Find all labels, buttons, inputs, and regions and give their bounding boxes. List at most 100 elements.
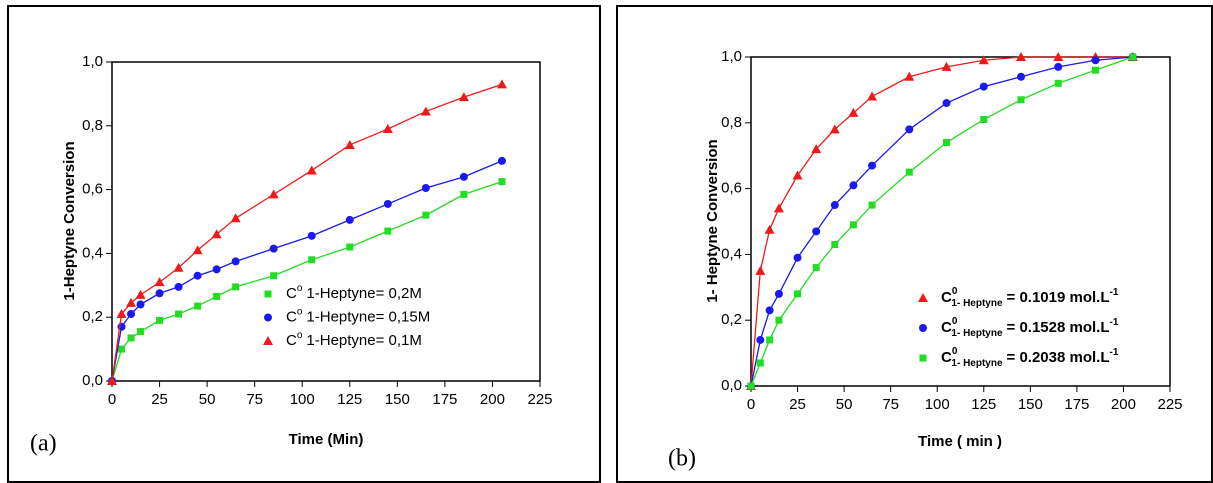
marker (173, 262, 184, 272)
marker (420, 106, 431, 116)
marker (268, 189, 279, 199)
marker (213, 292, 221, 300)
marker (1091, 56, 1100, 65)
x-tick-label: 225 (527, 391, 552, 408)
marker (775, 316, 783, 324)
x-tick-label: 150 (1018, 396, 1043, 413)
marker (496, 79, 507, 89)
marker (174, 282, 183, 291)
marker (155, 289, 164, 298)
marker (812, 264, 820, 272)
marker (747, 382, 755, 390)
y-tick-label: 1,0 (82, 53, 103, 70)
legend-text: 1-Heptyne= 0,1M (306, 332, 421, 349)
legend-sup: o (297, 330, 303, 341)
marker (904, 71, 915, 81)
legend-text: 1-Heptyne= 0,2M (306, 285, 421, 302)
marker (773, 203, 784, 213)
legend-swatch (263, 336, 273, 345)
marker (345, 215, 354, 224)
marker (978, 55, 989, 65)
legend-text: C (286, 332, 297, 349)
y-tick-label: 0,0 (82, 372, 103, 389)
y-tick-label: 0,4 (721, 245, 742, 262)
marker (422, 211, 430, 219)
y-tick-label: 0,6 (721, 180, 742, 197)
marker (107, 376, 117, 385)
y-tick-label: 0,8 (82, 117, 103, 134)
legend-sup: 0 (952, 346, 958, 357)
marker (1054, 79, 1062, 87)
panel-label: (a) (30, 431, 57, 457)
panel-label: (b) (668, 446, 696, 472)
marker (868, 201, 876, 209)
fit-line (750, 56, 1133, 387)
legend-text: = 0.1528 mol.L (1007, 319, 1110, 336)
marker (830, 201, 839, 210)
marker (382, 123, 393, 133)
y-tick-label: 1,0 (721, 48, 742, 65)
legend-sup: o (297, 306, 303, 317)
y-tick-label: 0,0 (721, 377, 742, 394)
marker (270, 272, 278, 280)
marker (194, 302, 202, 310)
legend-sub: 1- Heptyne (951, 298, 1003, 309)
marker (175, 310, 183, 318)
x-tick-label: 200 (480, 391, 505, 408)
x-tick-label: 0 (108, 391, 116, 408)
legend-text: = 0.1019 mol.L (1007, 289, 1110, 306)
marker (497, 156, 506, 165)
marker (498, 178, 506, 186)
marker (1053, 52, 1064, 61)
marker (156, 316, 164, 324)
x-tick-label: 75 (882, 396, 899, 413)
marker (118, 345, 126, 353)
marker (1129, 53, 1137, 61)
marker (943, 139, 951, 147)
y-tick-label: 0,8 (721, 114, 742, 131)
marker (1092, 66, 1100, 74)
legend-label: C0 1- Heptyne = 0.1019 mol.L-1 (941, 286, 1119, 309)
marker (269, 244, 278, 253)
legend-text: C (941, 289, 952, 306)
marker (829, 124, 840, 134)
x-tick-label: 125 (971, 396, 996, 413)
x-tick-label: 0 (747, 396, 755, 413)
x-tick-label: 50 (199, 391, 216, 408)
y-tick-label: 0,2 (721, 311, 742, 328)
marker (980, 116, 988, 124)
marker (849, 181, 858, 190)
marker (458, 92, 469, 102)
legend-label: Co 1-Heptyne= 0,2M (286, 283, 422, 302)
marker (306, 165, 317, 175)
marker (812, 227, 821, 236)
x-tick-label: 150 (385, 391, 410, 408)
x-tick-label: 100 (290, 391, 315, 408)
marker (344, 139, 355, 149)
legend-swatch (264, 290, 272, 298)
marker (905, 168, 913, 176)
legend-sup: o (297, 283, 303, 294)
legend-text: C (941, 319, 952, 336)
legend-text: C (286, 308, 297, 325)
legend-sup: 0 (952, 286, 958, 297)
marker (1017, 96, 1025, 104)
legend-sup: -1 (1110, 317, 1119, 328)
marker (868, 161, 877, 170)
marker (212, 265, 221, 274)
marker (774, 289, 783, 298)
x-tick-label: 50 (836, 396, 853, 413)
panel-frame (7, 5, 601, 483)
marker (756, 335, 765, 344)
x-tick-label: 175 (432, 391, 457, 408)
marker (232, 283, 240, 291)
x-tick-label: 75 (246, 391, 263, 408)
plot-frame (750, 56, 1171, 387)
marker (135, 289, 146, 299)
marker (793, 253, 802, 262)
marker (460, 190, 468, 198)
legend-label: Co 1-Heptyne= 0,15M (286, 306, 430, 325)
marker (831, 241, 839, 249)
